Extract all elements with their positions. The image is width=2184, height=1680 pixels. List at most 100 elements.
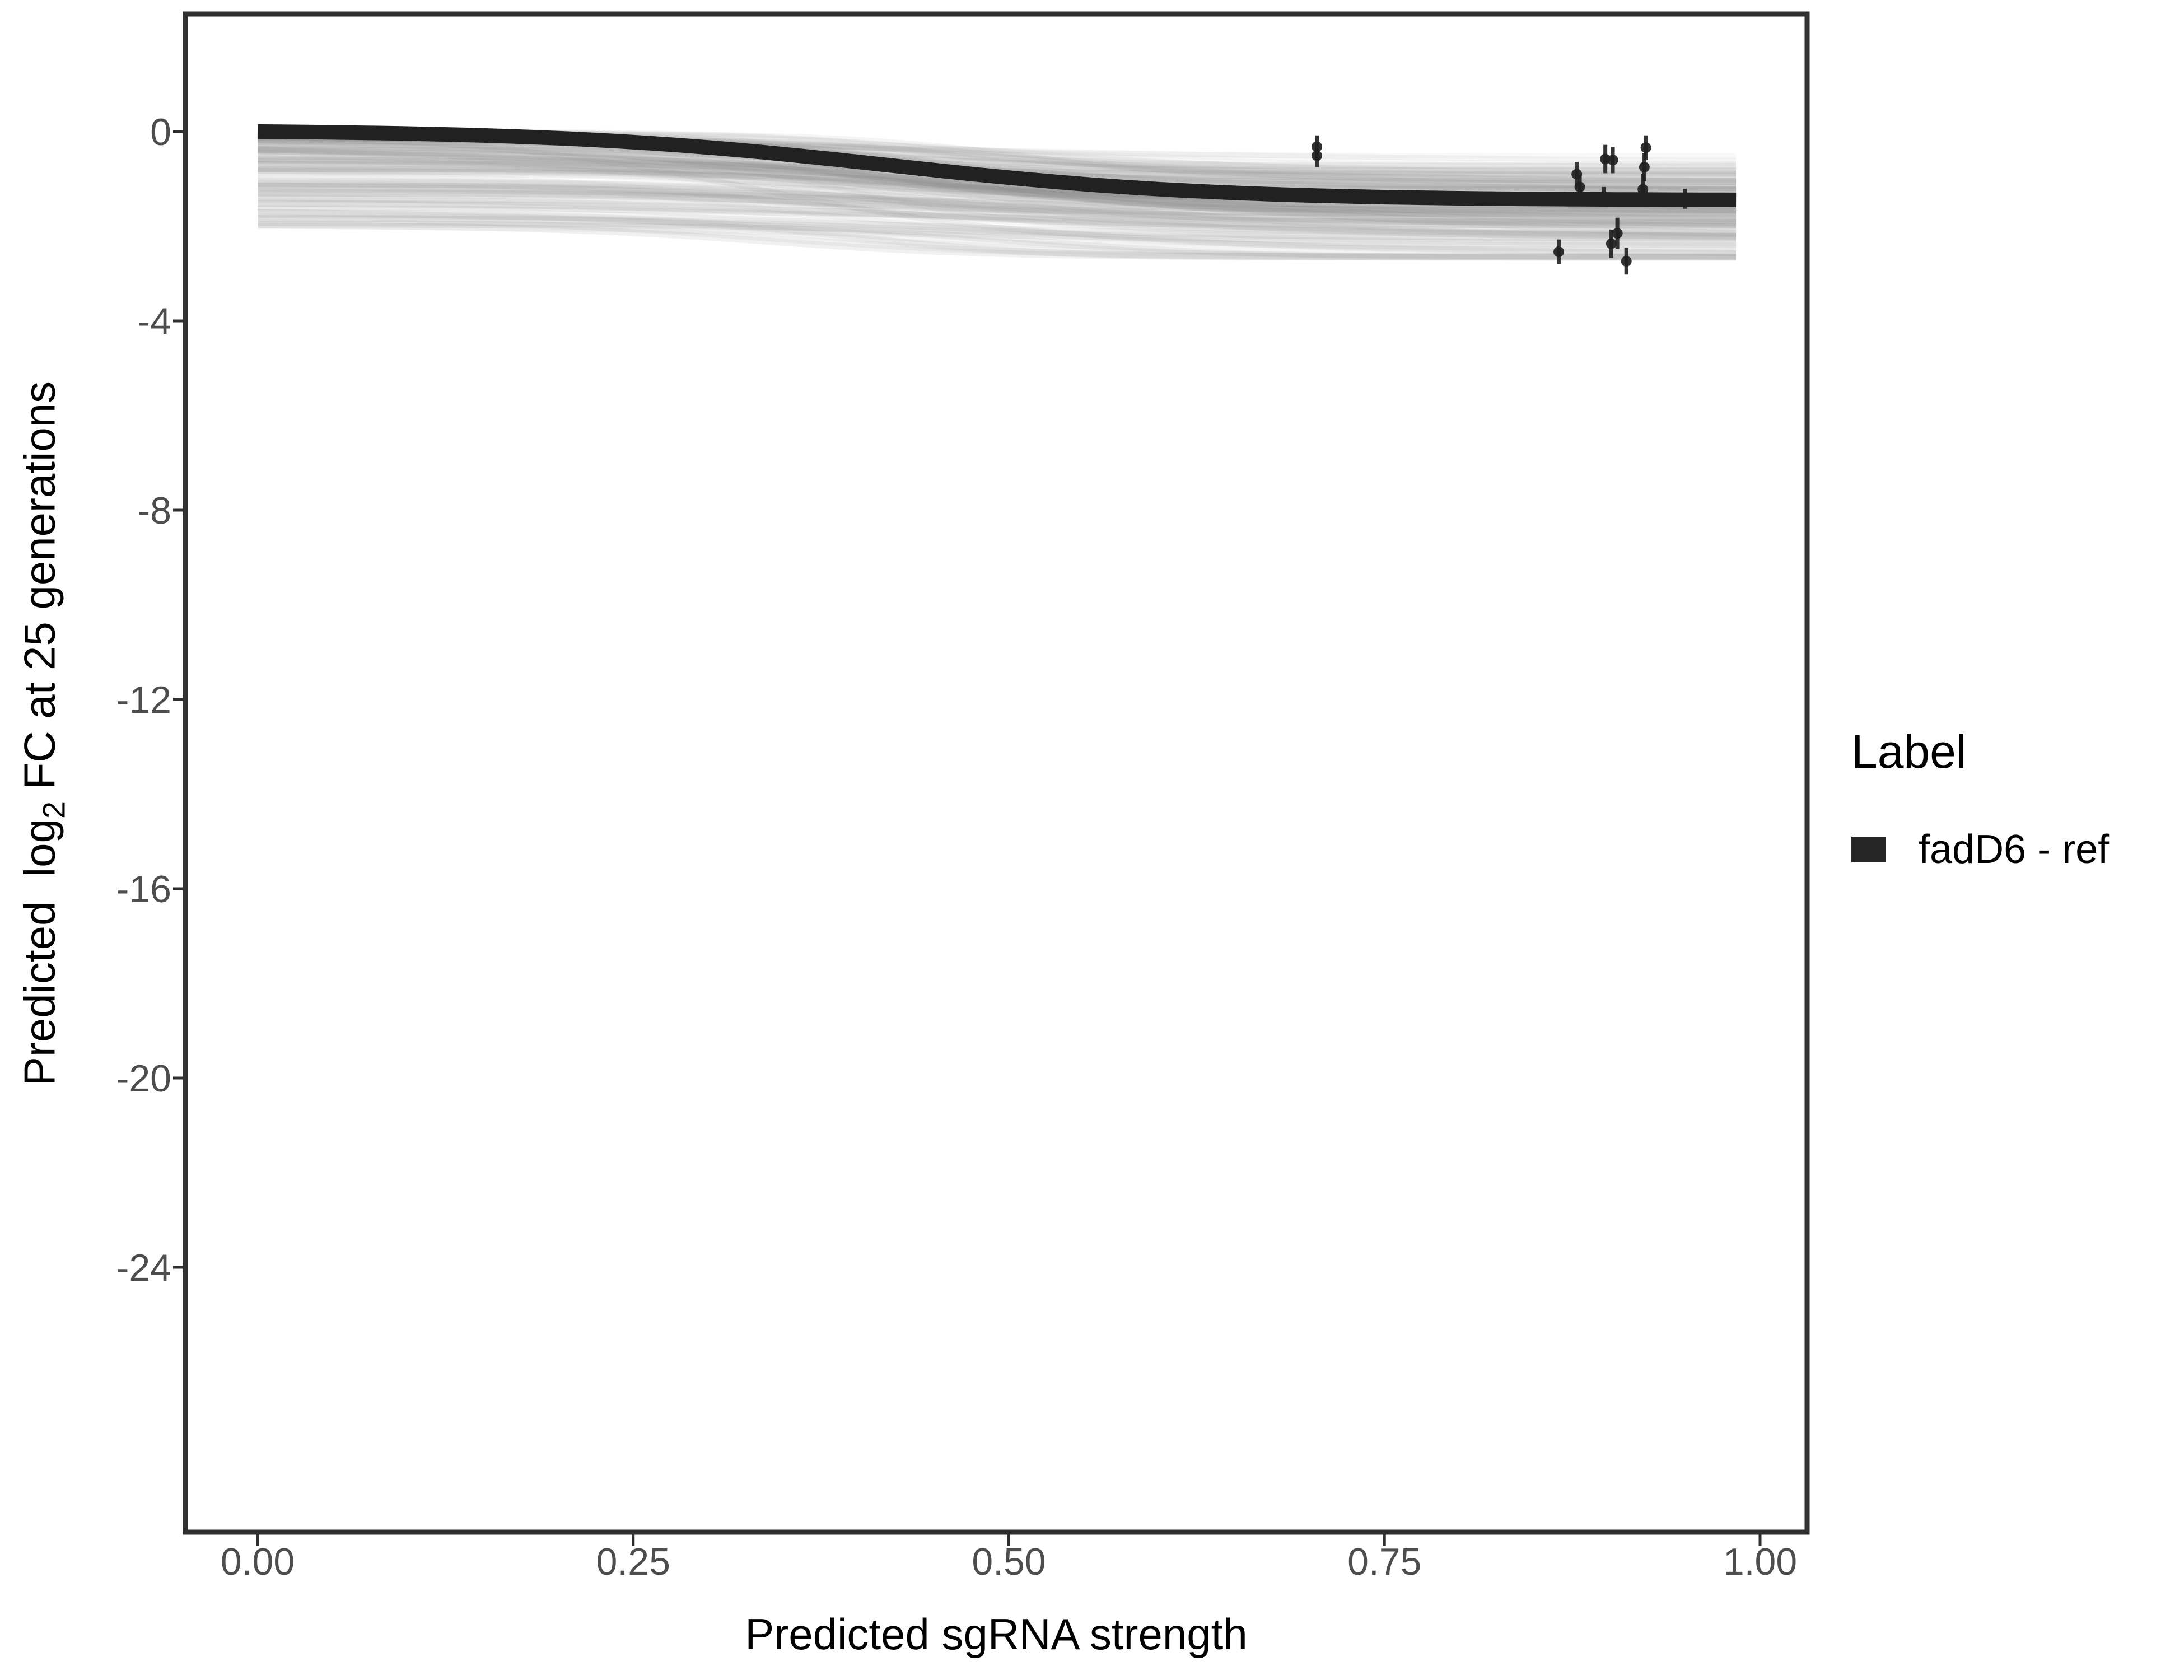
y-tick-label: -24 bbox=[116, 1247, 171, 1289]
pointrange bbox=[1621, 248, 1632, 275]
posterior-draw-curve bbox=[258, 184, 1737, 227]
x-tick-label: 0.75 bbox=[1347, 1541, 1421, 1583]
data-point bbox=[1639, 161, 1650, 172]
legend-item-label: fadD6 - ref bbox=[1919, 827, 2110, 872]
posterior-draw-curve bbox=[258, 198, 1737, 226]
data-point bbox=[1553, 246, 1564, 258]
posterior-draw-curve bbox=[257, 175, 1737, 237]
posterior-draw-curve bbox=[257, 169, 1737, 229]
posterior-draw-curve bbox=[258, 166, 1737, 212]
posterior-draw-curve bbox=[257, 209, 1737, 247]
posterior-draw-curve bbox=[257, 148, 1737, 223]
posterior-draw-curve bbox=[257, 141, 1737, 196]
x-tick-label: 0.25 bbox=[596, 1541, 670, 1583]
panel-border bbox=[183, 11, 1810, 1535]
posterior-draw-curve bbox=[257, 182, 1737, 220]
posterior-draw-curve bbox=[257, 206, 1737, 242]
posterior-draw-curve bbox=[258, 182, 1737, 228]
x-tick-label: 1.00 bbox=[1723, 1541, 1797, 1583]
posterior-draw-curve bbox=[257, 133, 1737, 213]
data-point bbox=[1637, 184, 1649, 195]
posterior-draw-curve bbox=[257, 183, 1737, 214]
posterior-draw-curve bbox=[258, 180, 1737, 237]
posterior-draw-curve bbox=[257, 214, 1737, 261]
data-point bbox=[1621, 256, 1632, 267]
y-axis: 0 -4 -8 -12 -16 -20 -24 bbox=[116, 111, 185, 1289]
posterior-draw-curve bbox=[257, 188, 1737, 224]
y-axis-title-post: FC at 25 generations bbox=[15, 381, 64, 801]
y-tick-label: 0 bbox=[150, 111, 171, 153]
posterior-draw-curve bbox=[258, 215, 1737, 260]
data-point bbox=[1640, 142, 1651, 153]
data-point bbox=[1607, 155, 1618, 166]
posterior-draw-curve bbox=[257, 178, 1737, 213]
posterior-draw-curve bbox=[257, 133, 1737, 248]
posterior-draw-curve bbox=[257, 219, 1737, 261]
posterior-draw-curve bbox=[257, 156, 1737, 231]
posterior-draw-curve bbox=[257, 194, 1737, 240]
posterior-draw-curve bbox=[258, 183, 1737, 217]
posterior-draw-curve bbox=[257, 152, 1737, 174]
posterior-draw-curve bbox=[257, 150, 1737, 213]
y-tick-label: -8 bbox=[138, 489, 171, 532]
posterior-draw-curve bbox=[258, 188, 1737, 246]
x-axis: 0.00 0.25 0.50 0.75 1.00 bbox=[221, 1532, 1797, 1583]
pointrange bbox=[1612, 217, 1623, 249]
posterior-draw-curve bbox=[257, 157, 1737, 224]
x-tick-label: 0.50 bbox=[972, 1541, 1046, 1583]
posterior-draw-curve bbox=[258, 157, 1737, 213]
data-point bbox=[1312, 150, 1323, 161]
posterior-draw-curve bbox=[257, 193, 1737, 227]
posterior-draw-curve bbox=[257, 215, 1737, 260]
posterior-draw-curve bbox=[257, 138, 1737, 228]
posterior-draw-curve bbox=[257, 158, 1737, 217]
pointrange bbox=[1553, 239, 1564, 264]
pointrange bbox=[1607, 147, 1618, 174]
data-point bbox=[1606, 238, 1617, 249]
posterior-draw-curve bbox=[257, 178, 1737, 241]
posterior-draw-curve bbox=[257, 215, 1737, 240]
y-tick-label: -12 bbox=[116, 679, 171, 721]
posterior-draw-curve bbox=[257, 180, 1737, 213]
median-curve bbox=[257, 124, 1737, 207]
posterior-draw-curve bbox=[257, 137, 1737, 238]
posterior-draw-curve bbox=[257, 209, 1737, 254]
y-axis-title-subscript: 2 bbox=[36, 801, 72, 819]
posterior-draw-curve bbox=[258, 190, 1737, 226]
posterior-draw-curve bbox=[258, 192, 1737, 214]
posterior-draw-curve bbox=[257, 199, 1737, 240]
y-tick-label: -4 bbox=[138, 300, 171, 343]
x-axis-title: Predicted sgRNA strength bbox=[745, 1609, 1248, 1659]
posterior-draw-curve bbox=[258, 213, 1737, 253]
posterior-draw-curve bbox=[257, 146, 1737, 223]
posterior-draw-curve bbox=[257, 146, 1737, 235]
x-tick-label: 0.00 bbox=[221, 1541, 295, 1583]
legend-title: Label bbox=[1851, 725, 1967, 778]
posterior-draw-curve bbox=[257, 147, 1737, 216]
y-axis-title: Predicted log2 FC at 25 generations bbox=[15, 381, 72, 1086]
posterior-draw-curve bbox=[258, 166, 1737, 217]
posterior-draw-curve bbox=[257, 223, 1737, 260]
posterior-draw-curve bbox=[257, 185, 1737, 216]
posterior-draw-curve bbox=[257, 137, 1737, 239]
y-axis-title-pre: Predicted log bbox=[15, 819, 64, 1086]
legend: Label fadD6 - ref bbox=[1851, 725, 2109, 872]
posterior-draw-curve bbox=[257, 200, 1737, 256]
pointrange bbox=[1606, 229, 1617, 258]
y-tick-label: -16 bbox=[116, 868, 171, 911]
data-point bbox=[1612, 228, 1623, 239]
legend-key-swatch bbox=[1851, 836, 1886, 862]
posterior-draw-curve bbox=[257, 222, 1737, 261]
y-tick-label: -20 bbox=[116, 1057, 171, 1100]
legend-item: fadD6 - ref bbox=[1851, 827, 2109, 873]
posterior-draw-curve bbox=[258, 221, 1737, 260]
posterior-draw-curve bbox=[257, 222, 1737, 248]
posterior-draw-curve bbox=[257, 204, 1737, 224]
posterior-draw-curve bbox=[258, 188, 1737, 241]
posterior-draw-curve bbox=[257, 198, 1737, 246]
pointrange bbox=[1312, 144, 1323, 167]
data-point bbox=[1574, 181, 1585, 193]
posterior-draw-curve bbox=[257, 200, 1737, 236]
